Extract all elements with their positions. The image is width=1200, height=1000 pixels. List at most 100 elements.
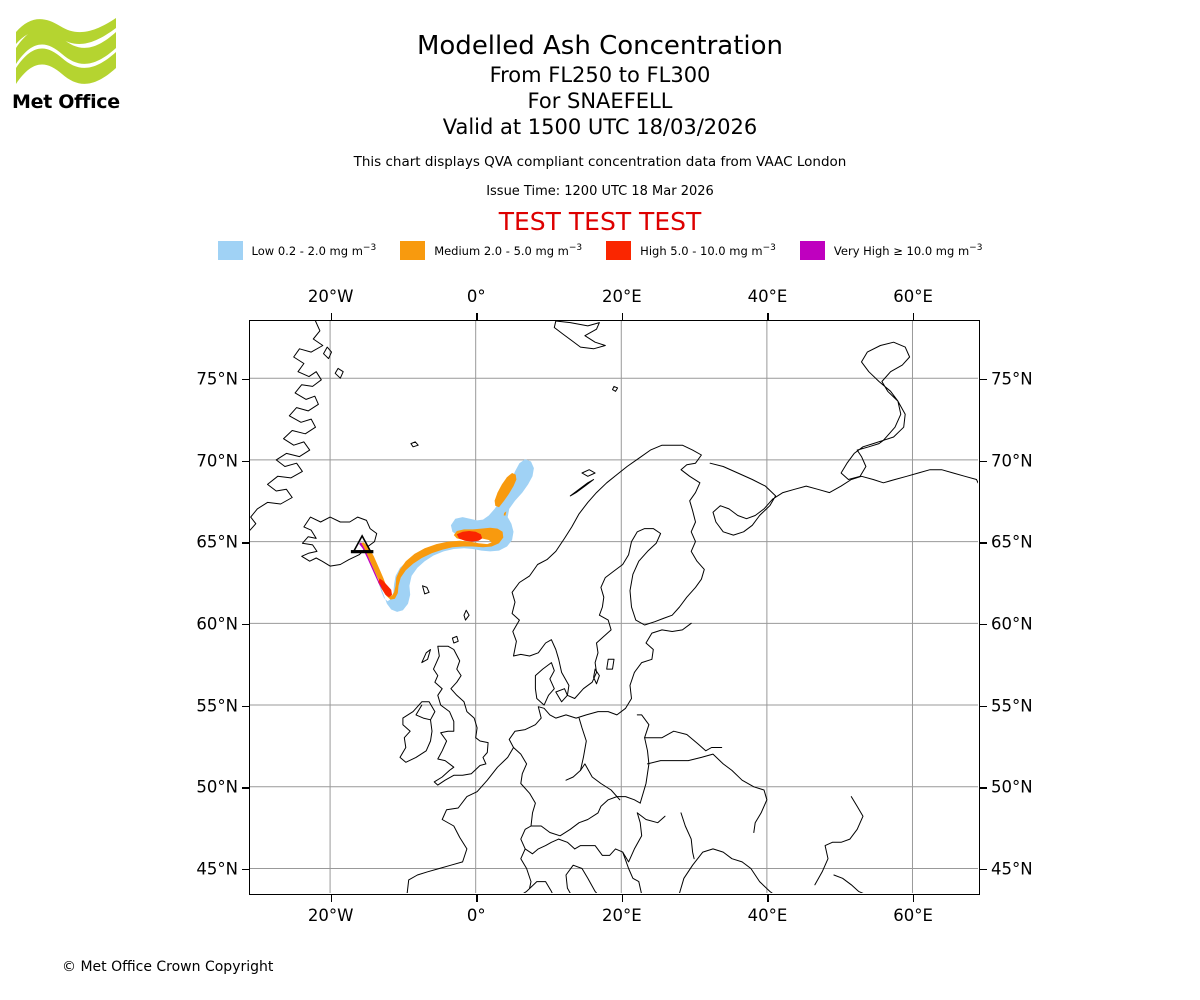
met-office-logo-text: Met Office [12,91,120,113]
ash-contour-medium-north [494,473,517,508]
axis-label-lat-right-1: 50°N [991,777,1033,797]
axis-label-lon-bottom-0: 20°W [307,906,354,925]
axis-label-lat-right-0: 45°N [991,859,1033,879]
legend-item-3: Very High ≥ 10.0 mg m−3 [799,241,983,260]
tick-lat-left-3 [242,623,249,626]
coastline-segment-10 [553,321,606,350]
tick-lat-right-0 [980,869,987,871]
test-watermark: TEST TEST TEST [498,207,702,236]
logo-wave-3 [16,18,116,44]
axis-label-lon-top-0: 20°W [307,287,354,306]
coastline-segment-15 [433,645,489,786]
legend-swatch-3 [799,241,825,260]
tick-lat-left-2 [242,705,249,708]
chart-header: Modelled Ash Concentration From FL250 to… [0,0,1200,237]
coastline-segment-32 [636,714,650,804]
coastline-segment-34 [647,753,768,833]
met-office-logo: Met Office [12,18,124,118]
concentration-legend: Low 0.2 - 2.0 mg m−3 Medium 2.0 - 5.0 mg … [0,241,1200,260]
coastline-segment-36 [636,812,666,824]
ash-contour-high-core [456,531,483,542]
tick-lat-right-2 [980,705,987,708]
map-gridlines [250,321,978,893]
coastline-segment-7 [511,444,705,699]
axis-label-lat-right-2: 55°N [991,696,1033,716]
tick-lon-top-2 [621,313,624,320]
coastline-segment-26 [814,796,864,886]
volcano-source-marker [350,534,374,554]
tick-lon-top-0 [330,313,333,320]
coastline-segment-29 [530,796,641,837]
axis-label-lat-right-5: 70°N [991,451,1033,470]
tick-lat-right-5 [980,460,987,462]
tick-lon-bottom-4 [913,895,915,902]
coastline-segment-6 [463,609,470,621]
coastline-segment-18 [451,635,459,644]
coastline-segment-14 [709,462,978,536]
coastline-segment-21 [555,688,568,703]
coastline-segment-35 [680,812,695,860]
map-canvas [250,321,978,893]
axis-label-lon-bottom-4: 60°E [893,906,933,925]
valid-time-subtitle: Valid at 1500 UTC 18/03/2026 [442,115,758,139]
tick-lat-left-6 [242,378,249,381]
legend-label-3: Very High ≥ 10.0 mg m−3 [833,243,983,258]
volcano-base-bar [350,550,374,554]
axis-label-lat-left-6: 75°N [196,369,238,389]
coastline-segment-30 [565,763,621,801]
tick-lon-bottom-3 [767,895,769,902]
ash-concentration-map: 20°W 20°W 0° 0° 20°E 20°E 40°E 40°E 60°E 60°E 45°N… [196,287,1032,925]
coastline-segment-2 [334,367,344,379]
tick-lon-bottom-2 [621,895,624,902]
coastline-segment-4 [301,516,378,567]
legend-swatch-1 [400,241,426,260]
coastline-segment-28 [513,747,536,827]
tick-lat-right-4 [980,542,987,544]
coastline-segment-19 [406,622,692,893]
axis-label-lat-left-1: 50°N [196,777,238,797]
legend-item-0: Low 0.2 - 2.0 mg m−3 [217,241,376,260]
copyright-notice: © Met Office Crown Copyright [62,959,274,975]
coastline-segment-12 [861,341,911,441]
coastline-segment-43 [558,838,576,850]
legend-item-1: Medium 2.0 - 5.0 mg m−3 [400,241,582,260]
coastline-segment-20 [534,662,555,706]
issue-time: Issue Time: 1200 UTC 18 Mar 2026 [486,184,714,199]
coastline-segment-0 [250,321,324,531]
axis-label-lat-left-0: 45°N [196,859,238,879]
axis-label-lat-right-6: 75°N [991,369,1033,389]
qva-note: This chart displays QVA compliant concen… [353,154,847,170]
tick-lon-bottom-1 [476,895,478,902]
tick-lon-bottom-0 [330,895,333,902]
legend-label-1: Medium 2.0 - 5.0 mg m−3 [434,243,583,258]
axis-label-lat-left-2: 55°N [196,696,238,716]
coastline-segment-45 [415,704,431,721]
coastline-segment-3 [410,441,419,448]
axis-label-lon-bottom-1: 0° [466,906,486,925]
coastline-segment-11 [612,385,619,392]
axis-label-lon-top-4: 60°E [893,287,933,306]
ash-contour-medium-speck [503,511,507,516]
coastline-segment-23 [593,668,600,685]
tick-lat-right-3 [980,623,987,626]
page-title: Modelled Ash Concentration [416,31,784,61]
axis-label-lon-bottom-2: 20°E [602,906,642,925]
coastline-segment-5 [422,585,430,595]
coastline-segment-16 [399,701,436,763]
coastline-segment-33 [644,730,723,752]
met-office-wave-mark [16,18,116,84]
axis-label-lon-top-2: 20°E [602,287,642,306]
coastline-segment-9 [581,469,596,477]
ash-plume-contours [357,459,534,612]
map-plot-area [249,320,980,895]
coastline-segment-1 [323,346,332,360]
map-coastlines [250,321,978,893]
legend-item-2: High 5.0 - 10.0 mg m−3 [606,241,776,260]
legend-label-2: High 5.0 - 10.0 mg m−3 [640,243,776,258]
axis-label-lat-right-3: 60°N [991,614,1033,634]
logo-wave-1 [16,28,116,64]
coastline-segment-31 [578,717,587,771]
legend-swatch-0 [217,241,243,260]
ash-contour-very-high [359,542,383,589]
tick-lon-top-3 [767,313,769,320]
